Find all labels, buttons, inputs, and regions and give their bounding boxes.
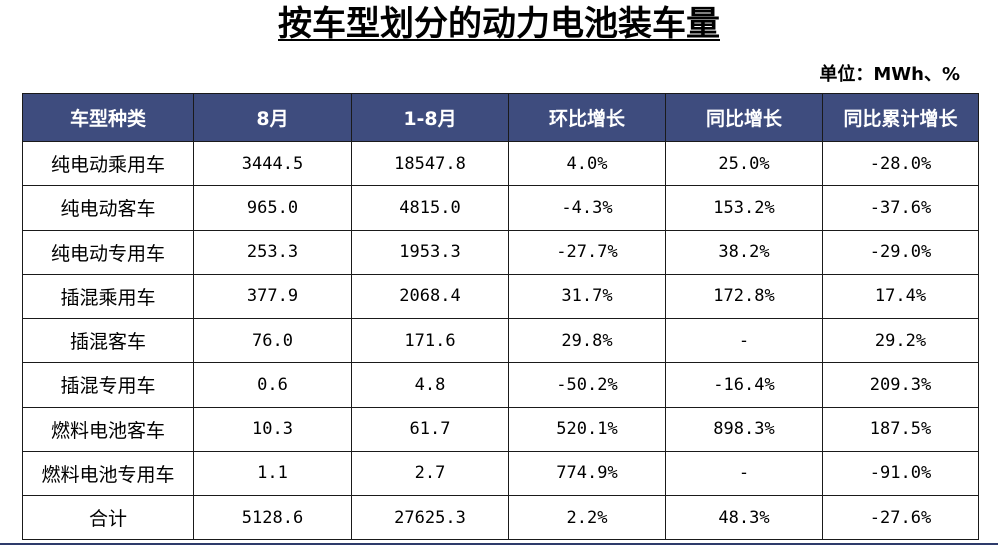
cell-mom-growth: -27.7%	[508, 229, 666, 275]
header-cell-jan-aug: 1-8月	[351, 93, 509, 142]
cell-jan-aug: 2068.4	[351, 273, 509, 320]
cell-mom-growth: 520.1%	[508, 406, 666, 452]
cell-jan-aug: 171.6	[351, 317, 509, 364]
cell-ytd-yoy-growth: 17.4%	[822, 273, 979, 320]
cell-ytd-yoy-growth: -91.0%	[822, 450, 979, 497]
cell-jan-aug: 4.8	[351, 362, 509, 408]
total-row: 合计 5128.6 27625.3 2.2% 48.3% -27.6%	[22, 494, 979, 541]
cell-jan-aug: 2.7	[351, 450, 509, 497]
cell-yoy-growth: 172.8%	[665, 273, 823, 320]
cell-yoy-growth: 38.2%	[665, 229, 823, 275]
table-row: 纯电动乘用车 3444.5 18547.8 4.0% 25.0% -28.0%	[22, 140, 979, 187]
cell-august: 253.3	[193, 229, 352, 275]
cell-vehicle-type: 燃料电池专用车	[22, 450, 194, 497]
cell-vehicle-type: 纯电动乘用车	[22, 140, 194, 187]
cell-mom-growth: -4.3%	[508, 185, 666, 231]
cell-yoy-growth: 25.0%	[665, 140, 823, 187]
cell-vehicle-type: 燃料电池客车	[22, 406, 194, 452]
table-body: 纯电动乘用车 3444.5 18547.8 4.0% 25.0% -28.0% 纯电动客车 9…	[22, 140, 979, 541]
cell-ytd-yoy-growth: 29.2%	[822, 317, 979, 364]
cell-jan-aug: 1953.3	[351, 229, 509, 275]
cell-august: 76.0	[193, 317, 352, 364]
cell-jan-aug: 27625.3	[351, 494, 509, 541]
cell-mom-growth: 29.8%	[508, 317, 666, 364]
cell-vehicle-type: 插混乘用车	[22, 273, 194, 320]
table-row: 燃料电池专用车 1.1 2.7 774.9% - -91.0%	[22, 450, 979, 497]
cell-vehicle-type: 合计	[22, 494, 194, 541]
header-cell-august: 8月	[193, 93, 352, 142]
cell-vehicle-type: 插混客车	[22, 317, 194, 364]
cell-ytd-yoy-growth: 209.3%	[822, 362, 979, 408]
cell-mom-growth: 774.9%	[508, 450, 666, 497]
cell-vehicle-type: 纯电动专用车	[22, 229, 194, 275]
table-row: 插混乘用车 377.9 2068.4 31.7% 172.8% 17.4%	[22, 273, 979, 320]
cell-vehicle-type: 插混专用车	[22, 362, 194, 408]
cell-ytd-yoy-growth: 187.5%	[822, 406, 979, 452]
cell-ytd-yoy-growth: -29.0%	[822, 229, 979, 275]
cell-ytd-yoy-growth: -27.6%	[822, 494, 979, 541]
header-cell-yoy-growth: 同比增长	[665, 93, 823, 142]
table-row: 纯电动客车 965.0 4815.0 -4.3% 153.2% -37.6%	[22, 185, 979, 231]
header-row: 车型种类 8月 1-8月 环比增长 同比增长 同比累计增长	[22, 93, 979, 142]
table-row: 插混专用车 0.6 4.8 -50.2% -16.4% 209.3%	[22, 362, 979, 408]
cell-vehicle-type: 纯电动客车	[22, 185, 194, 231]
cell-mom-growth: -50.2%	[508, 362, 666, 408]
cell-ytd-yoy-growth: -37.6%	[822, 185, 979, 231]
cell-yoy-growth: 898.3%	[665, 406, 823, 452]
cell-yoy-growth: 48.3%	[665, 494, 823, 541]
header-cell-mom-growth: 环比增长	[508, 93, 666, 142]
cell-ytd-yoy-growth: -28.0%	[822, 140, 979, 187]
cell-august: 1.1	[193, 450, 352, 497]
table-row: 燃料电池客车 10.3 61.7 520.1% 898.3% 187.5%	[22, 406, 979, 452]
cell-yoy-growth: -	[665, 317, 823, 364]
cell-jan-aug: 61.7	[351, 406, 509, 452]
header-cell-vehicle-type: 车型种类	[22, 93, 194, 142]
unit-label: 单位：MWh、%	[819, 64, 960, 85]
table-row: 纯电动专用车 253.3 1953.3 -27.7% 38.2% -29.0%	[22, 229, 979, 275]
cell-august: 5128.6	[193, 494, 352, 541]
cell-august: 10.3	[193, 406, 352, 452]
cell-august: 377.9	[193, 273, 352, 320]
cell-jan-aug: 18547.8	[351, 140, 509, 187]
table-row: 插混客车 76.0 171.6 29.8% -29.2%	[22, 317, 979, 364]
battery-installation-table: 车型种类 8月 1-8月 环比增长 同比增长 同比累计增长 纯电动乘用车 3444.5 185…	[22, 93, 979, 541]
cell-yoy-growth: 153.2%	[665, 185, 823, 231]
cell-mom-growth: 2.2%	[508, 494, 666, 541]
page-title: 按车型划分的动力电池装车量	[278, 4, 720, 44]
cell-yoy-growth: -16.4%	[665, 362, 823, 408]
header-cell-ytd-yoy-growth: 同比累计增长	[822, 93, 979, 142]
cell-yoy-growth: -	[665, 450, 823, 497]
footer-divider	[0, 543, 998, 545]
cell-mom-growth: 4.0%	[508, 140, 666, 187]
cell-august: 3444.5	[193, 140, 352, 187]
cell-august: 0.6	[193, 362, 352, 408]
cell-mom-growth: 31.7%	[508, 273, 666, 320]
cell-jan-aug: 4815.0	[351, 185, 509, 231]
cell-august: 965.0	[193, 185, 352, 231]
